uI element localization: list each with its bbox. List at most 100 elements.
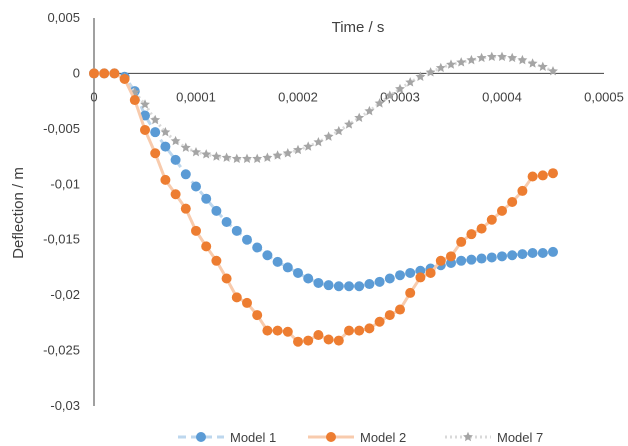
model-2-point xyxy=(99,68,110,79)
model-7-series xyxy=(89,51,558,163)
y-tick-label: -0,025 xyxy=(43,343,80,358)
model-1-point xyxy=(242,234,252,245)
model-2-series xyxy=(89,68,558,347)
model-7-point xyxy=(140,99,150,109)
model-2-point xyxy=(119,73,130,84)
model-7-line xyxy=(94,55,554,161)
model-2-point xyxy=(548,168,558,179)
model-7-point xyxy=(486,51,497,62)
model-1-point xyxy=(537,248,548,259)
legend-marker xyxy=(326,432,336,442)
model-7-point xyxy=(160,126,171,137)
model-1-point xyxy=(374,276,385,287)
model-7-point xyxy=(476,52,487,63)
model-7-point xyxy=(364,105,375,116)
y-axis-title: Deflection / m xyxy=(10,167,27,259)
model-2-point xyxy=(527,171,538,182)
model-1-point xyxy=(231,225,242,236)
model-2-point xyxy=(150,148,161,159)
model-1-point xyxy=(170,154,181,165)
model-2-point xyxy=(344,325,354,336)
model-2-point xyxy=(180,203,191,214)
model-7-point xyxy=(170,135,181,146)
x-tick-labels: 0 0,0001 0,0002 0,0003 0,0004 0,0005 xyxy=(90,89,624,104)
model-7-point xyxy=(262,152,273,162)
model-2-point xyxy=(354,325,365,336)
model-1-point xyxy=(221,216,232,227)
model-1-point xyxy=(364,279,375,290)
model-1-line xyxy=(94,71,554,288)
model-1-point xyxy=(456,255,467,266)
model-7-point xyxy=(150,114,161,125)
model-2-point xyxy=(262,325,273,336)
model-7-point xyxy=(405,77,416,87)
model-7-point xyxy=(537,61,548,71)
model-2-point xyxy=(425,267,436,278)
model-2-point xyxy=(323,334,334,345)
model-7-point xyxy=(272,150,283,160)
model-1-point xyxy=(333,281,344,292)
model-2-point xyxy=(384,310,395,321)
model-7-point xyxy=(395,83,405,94)
model-1-point xyxy=(548,246,558,257)
x-tick-label: 0,0004 xyxy=(482,89,522,104)
model-2-point xyxy=(129,95,140,106)
model-7-point xyxy=(201,149,212,159)
model-2-point xyxy=(170,189,181,200)
model-1-point xyxy=(201,193,212,204)
model-2-point xyxy=(231,292,242,303)
model-1-point xyxy=(486,252,497,263)
model-1-point xyxy=(272,256,283,267)
model-7-point xyxy=(446,59,456,69)
model-7-point xyxy=(293,144,303,155)
model-2-point xyxy=(446,251,456,262)
x-tick-label: 0 xyxy=(90,89,97,104)
model-7-point xyxy=(242,153,252,163)
model-7-point xyxy=(384,90,395,100)
model-1-point xyxy=(507,250,518,261)
legend-label: Model 1 xyxy=(230,430,276,445)
model-2-point xyxy=(242,297,252,308)
model-2-point xyxy=(364,323,375,334)
model-2-point xyxy=(293,336,303,347)
model-1-point xyxy=(527,248,538,259)
model-7-point xyxy=(231,153,242,163)
model-7-point xyxy=(415,71,426,81)
model-1-point xyxy=(180,169,191,180)
y-tick-label: -0,02 xyxy=(50,287,80,302)
model-1-point xyxy=(323,280,334,291)
model-2-line xyxy=(94,71,554,344)
model-7-point xyxy=(374,98,385,108)
y-tick-label: 0,005 xyxy=(47,10,80,25)
model-2-point xyxy=(466,229,477,240)
y-tick-label: -0,005 xyxy=(43,121,80,136)
model-7-point xyxy=(456,57,467,67)
model-2-point xyxy=(252,310,263,321)
model-7-point xyxy=(548,66,558,76)
x-axis-title: Time / s xyxy=(332,19,385,36)
y-tick-label: 0 xyxy=(73,65,80,80)
x-tick-label: 0,0003 xyxy=(380,89,420,104)
legend-item-model-7: Model 7 xyxy=(445,430,543,445)
legend-marker xyxy=(196,432,206,442)
model-2-point xyxy=(89,68,99,79)
y-tick-label: -0,01 xyxy=(50,176,80,191)
model-7-point xyxy=(466,54,477,65)
model-2-point xyxy=(435,255,446,266)
model-2-point xyxy=(374,316,385,327)
model-2-point xyxy=(201,241,212,252)
model-2-point xyxy=(211,255,222,266)
model-2-point xyxy=(191,225,201,236)
model-7-point xyxy=(191,146,201,157)
model-1-point xyxy=(405,267,416,278)
model-7-point xyxy=(517,54,528,65)
legend-item-model-2: Model 2 xyxy=(308,430,406,445)
legend-item-model-1: Model 1 xyxy=(178,430,276,445)
y-tick-label: -0,03 xyxy=(50,398,80,413)
model-2-point xyxy=(476,223,487,234)
model-7-point xyxy=(221,152,232,162)
model-7-point xyxy=(282,148,293,158)
model-2-point xyxy=(140,124,150,135)
model-7-point xyxy=(180,142,191,152)
